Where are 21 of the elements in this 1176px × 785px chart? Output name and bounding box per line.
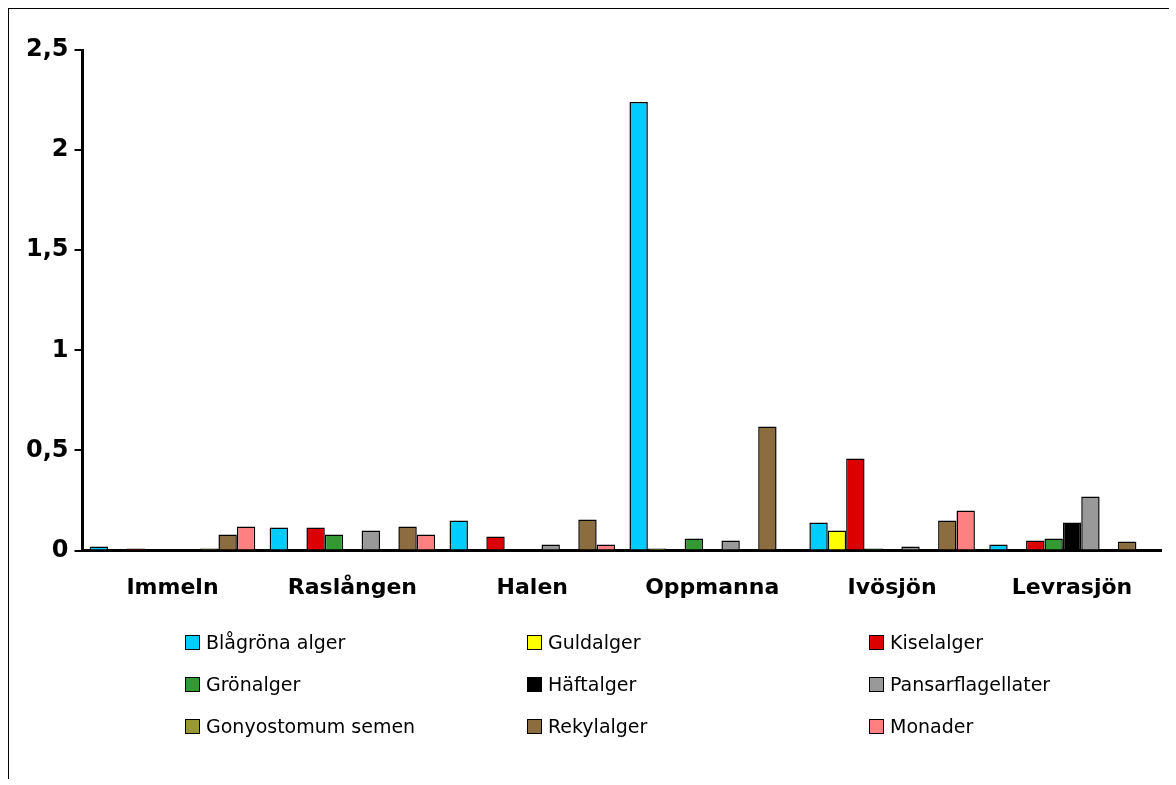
legend-label: Monader [890, 715, 974, 737]
x-tick-label: Immeln [126, 573, 219, 599]
legend-label: Guldalger [548, 631, 641, 653]
y-tick-label: 1 [51, 334, 69, 363]
y-tick-label: 0,5 [26, 434, 69, 463]
legend-label: Gonyostomum semen [206, 715, 416, 737]
legend-label: Pansarflagellater [890, 673, 1051, 695]
x-tick-label: Halen [496, 573, 568, 599]
y-tick-label: 0 [51, 534, 69, 563]
x-tick-label: Oppmanna [645, 573, 780, 599]
legend-label: Häftalger [548, 673, 637, 695]
x-tick-label: Ivösjön [847, 573, 937, 599]
legend-label: Grönalger [206, 673, 301, 695]
y-tick-label: 1,5 [26, 234, 69, 263]
y-tick-label: 2 [51, 134, 69, 163]
x-tick-label: Levrasjön [1011, 573, 1133, 599]
legend-label: Rekylalger [548, 715, 648, 737]
x-tick-label: Raslången [287, 573, 418, 599]
y-tick-label: 2,5 [26, 34, 69, 63]
legend-label: Blågröna alger [206, 631, 346, 653]
legend-label: Kiselalger [890, 631, 984, 653]
